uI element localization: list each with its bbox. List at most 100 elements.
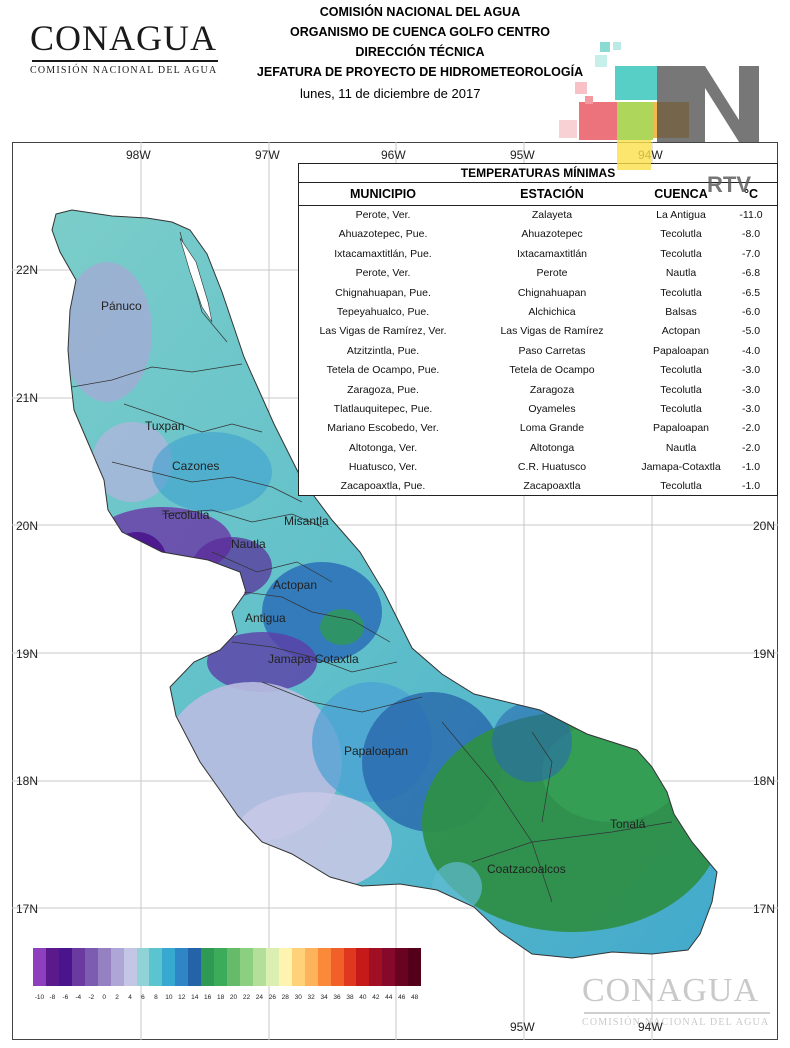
region-label-panuco: Pánuco (101, 299, 142, 313)
legend-swatch (162, 948, 176, 986)
rtv-logo: RTV (559, 42, 759, 197)
cell-cuenca: Tecolutla (660, 228, 702, 241)
cell-estacion: Perote (536, 267, 568, 280)
cell-temperature: -3.0 (741, 402, 761, 415)
cell-municipio: Ixtacamaxtitlán, Pue. (334, 247, 432, 260)
table-row: Tetela de Ocampo, Pue. Tetela de Ocampo Te… (299, 361, 777, 380)
table-row: Altotonga, Ver. Altotonga Nautla -2.0 (299, 439, 777, 458)
lat-label-17n: 17N (16, 902, 39, 916)
header-cuenca: CUENCA (654, 187, 708, 201)
cell-temperature: -7.0 (741, 247, 761, 260)
lat-label-20n: 20N (16, 519, 39, 533)
legend-swatch (408, 948, 422, 986)
legend-tick-label: 26 (268, 994, 276, 1001)
legend-tick-label: 34 (320, 994, 328, 1001)
legend-tick-label: 4 (128, 994, 132, 1001)
legend-swatch (356, 948, 370, 986)
legend-tick-label: -10 (34, 994, 45, 1001)
watermark-wordmark: CONAGUA (582, 972, 759, 1009)
lat-label-17n-right: 17N (753, 902, 776, 916)
legend-swatch (369, 948, 383, 986)
legend-swatch (214, 948, 228, 986)
cell-temperature: -6.0 (741, 305, 761, 318)
table-row: Mariano Escobedo, Ver. Loma Grande Papaloa… (299, 419, 777, 438)
table-row: Chignahuapan, Pue. Chignahuapan Tecolutla -… (299, 284, 777, 303)
legend-swatch (265, 948, 279, 986)
legend-color-bar (33, 948, 422, 986)
table-header-row: MUNICIPIO ESTACIÓN CUENCA °C (299, 183, 777, 206)
cell-cuenca: Tecolutla (660, 364, 702, 377)
legend-tick-label: -2 (88, 994, 95, 1001)
header-line-1: COMISIÓN NACIONAL DEL AGUA (319, 5, 521, 19)
temperature-legend: -10 -8 -6 -4 -2 0 2 4 6 8 10 12 14 16 18 20 22 24 26 28 30 32… (33, 948, 422, 1001)
legend-tick-label: 28 (281, 994, 289, 1001)
conagua-logo: CONAGUA COMISIÓN NACIONAL DEL AGUA (30, 18, 230, 76)
cell-municipio: Las Vigas de Ramírez, Ver. (319, 325, 447, 338)
table-row: Perote, Ver. Perote Nautla -6.8 (299, 264, 777, 283)
legend-tick-label: -4 (75, 994, 82, 1001)
cell-temperature: -11.0 (739, 209, 763, 221)
cell-temperature: -3.0 (741, 383, 761, 396)
lon-label-98w: 98W (126, 148, 151, 162)
cell-estacion: Zalayeta (531, 209, 573, 221)
watermark-subtitle: COMISIÓN NACIONAL DEL AGUA (582, 1017, 770, 1028)
legend-ticks: -10 -8 -6 -4 -2 0 2 4 6 8 10 12 14 16 18 20 22 24 26 28 30 32… (33, 994, 421, 1001)
lat-label-19n: 19N (16, 647, 39, 661)
legend-tick-label: 42 (372, 994, 380, 1001)
cell-cuenca: Tecolutla (660, 480, 702, 493)
legend-swatch (343, 948, 357, 986)
table-row: Zaragoza, Pue. Zaragoza Tecolutla -3.0 (299, 381, 777, 400)
lat-label-18n: 18N (16, 774, 39, 788)
lat-label-18n-right: 18N (753, 774, 776, 788)
min-temperature-table: TEMPERATURAS MÍNIMAS MUNICIPIO ESTACIÓN … (298, 163, 778, 496)
legend-tick-label: 46 (398, 994, 406, 1001)
table-body: Perote, Ver. Zalayeta La Antigua -11.0 Ahua… (299, 206, 777, 497)
region-label-tuxpan: Tuxpan (145, 419, 185, 433)
rtv-text: RTV (707, 172, 751, 197)
table-title: TEMPERATURAS MÍNIMAS (299, 164, 777, 183)
cell-cuenca: Tecolutla (660, 402, 702, 415)
cell-cuenca: La Antigua (656, 209, 706, 221)
lon-label-97w: 97W (255, 148, 280, 162)
table-row: Huatusco, Ver. C.R. Huatusco Jamapa-Cotaxt… (299, 458, 777, 477)
cell-municipio: Mariano Escobedo, Ver. (327, 422, 439, 435)
legend-tick-label: 2 (115, 994, 119, 1001)
cell-temperature: -2.0 (741, 422, 761, 435)
lat-label-19n-right: 19N (753, 647, 776, 661)
cell-municipio: Atzitzintla, Pue. (346, 344, 420, 357)
legend-swatch (317, 948, 331, 986)
cell-cuenca: Tecolutla (660, 286, 702, 299)
map-frame (12, 142, 778, 1040)
table-row: Las Vigas de Ramírez, Ver. Las Vigas de R… (299, 322, 777, 341)
legend-swatch (175, 948, 189, 986)
legend-swatch (291, 948, 305, 986)
cell-cuenca: Actopan (661, 325, 701, 338)
conagua-wordmark: CONAGUA (30, 18, 217, 58)
report-header: COMISIÓN NACIONAL DEL AGUA ORGANISMO DE … (240, 2, 600, 82)
lat-label-20n-right: 20N (753, 519, 776, 533)
cell-estacion: Tetela de Ocampo (509, 364, 595, 377)
cell-estacion: Ahuazotepec (521, 228, 583, 241)
legend-tick-label: 22 (242, 994, 251, 1001)
region-label-antigua: Antigua (245, 611, 286, 625)
region-label-coatzacoalcos: Coatzacoalcos (487, 862, 566, 876)
legend-swatch (45, 948, 59, 986)
cell-municipio: Perote, Ver. (355, 209, 411, 221)
cell-estacion: Las Vigas de Ramírez (500, 325, 604, 338)
header-line-3: DIRECCIÓN TÉCNICA (355, 45, 485, 59)
cell-estacion: Oyameles (528, 402, 576, 415)
cell-municipio: Tepeyahualco, Pue. (336, 305, 430, 318)
cell-temperature: -8.0 (741, 228, 761, 241)
conagua-watermark: CONAGUA COMISIÓN NACIONAL DEL AGUA (582, 972, 782, 1028)
legend-swatch (201, 948, 215, 986)
cell-estacion: Alchichica (528, 305, 576, 318)
legend-swatch (382, 948, 396, 986)
lat-label-22n: 22N (16, 263, 39, 277)
cell-temperature: -6.8 (741, 267, 761, 280)
legend-tick-label: -6 (62, 994, 69, 1001)
cell-municipio: Perote, Ver. (355, 267, 411, 280)
cell-estacion: Ixtacamaxtitlán (516, 247, 588, 260)
cell-cuenca: Nautla (665, 441, 697, 454)
cell-municipio: Ahuazotepec, Pue. (338, 228, 428, 241)
region-label-jamapa-cotaxtla: Jamapa-Cotaxtla (268, 652, 359, 666)
